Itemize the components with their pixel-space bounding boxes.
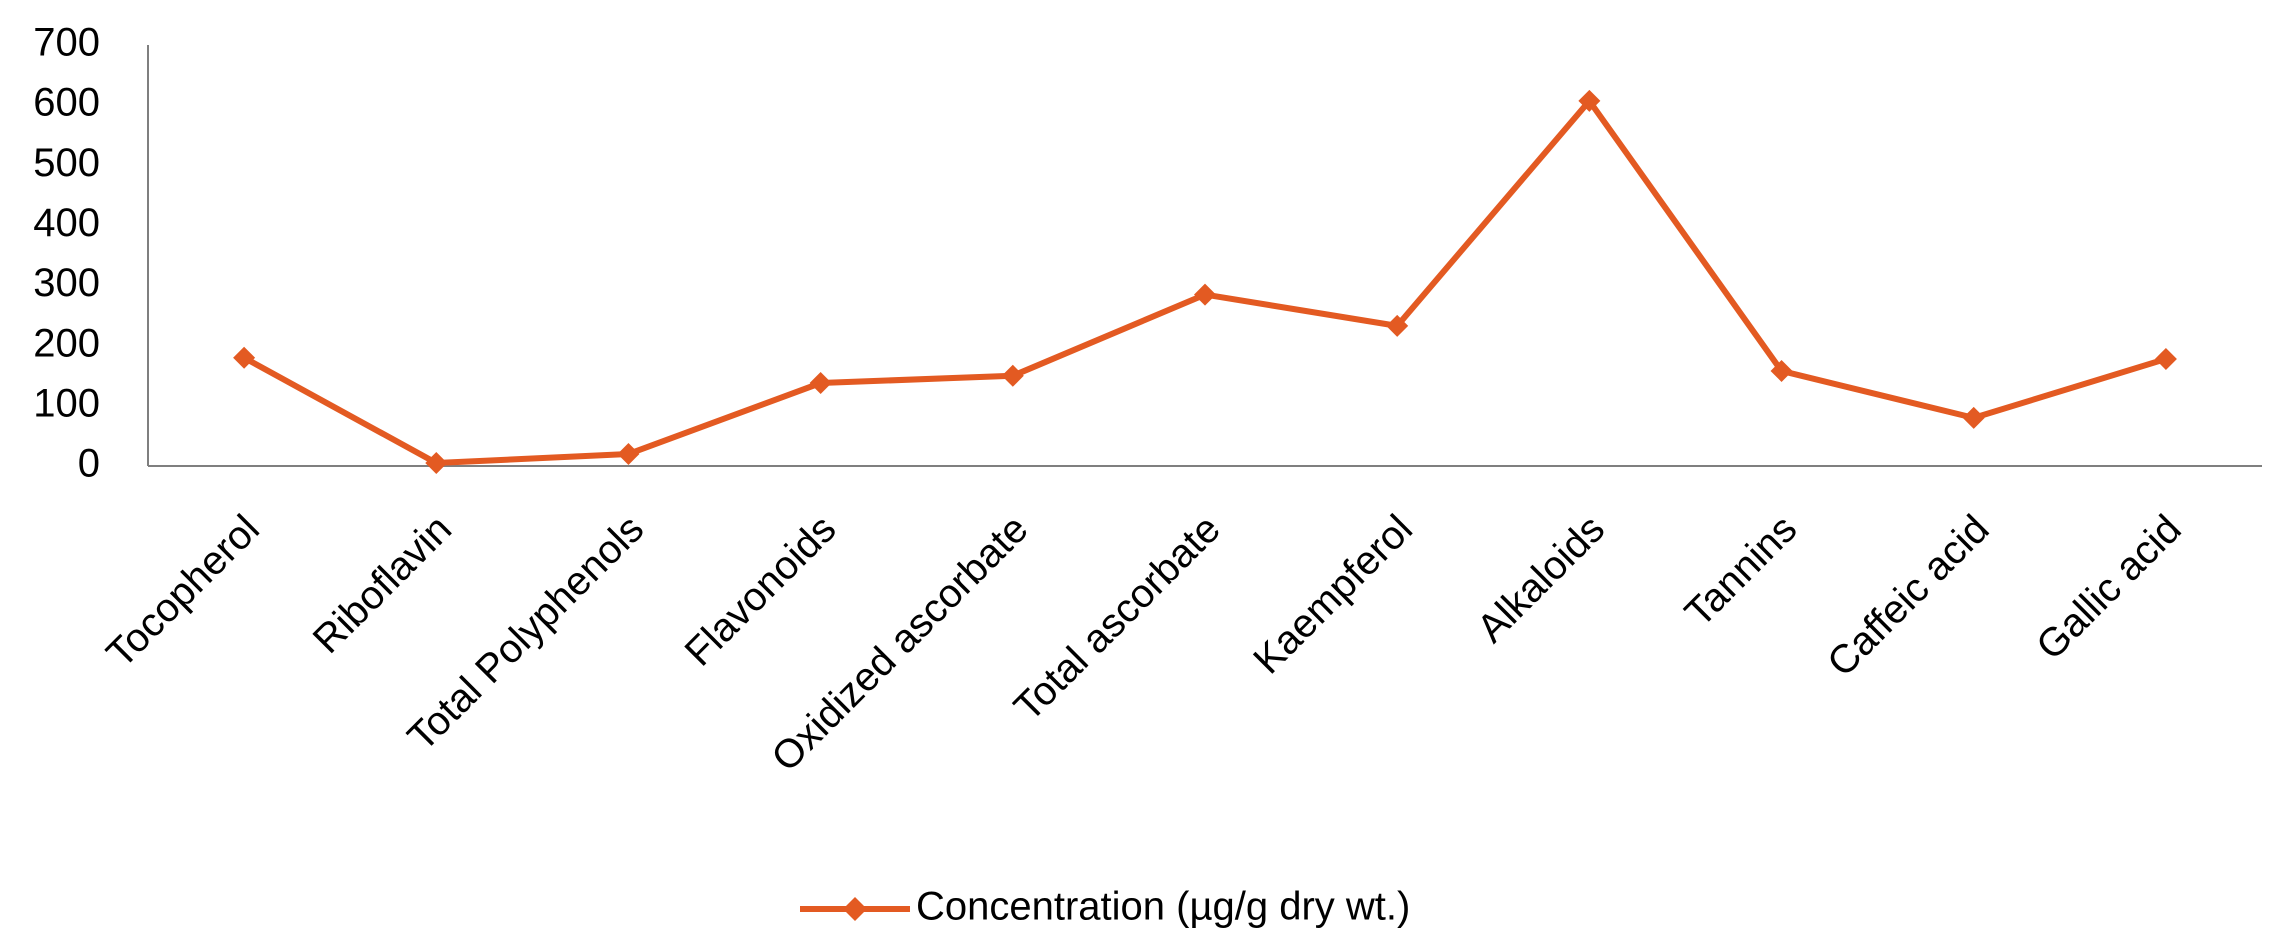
- legend: Concentration (µg/g dry wt.): [800, 885, 1410, 929]
- series-layer: [233, 89, 2177, 474]
- data-point-marker: [809, 372, 832, 395]
- y-tick-label: 600: [33, 81, 100, 125]
- x-category-label: Tannins: [1677, 507, 1806, 636]
- data-point-marker: [1770, 359, 1793, 382]
- data-point-marker: [617, 442, 640, 465]
- data-point-marker: [1962, 406, 1985, 429]
- x-category-label: Total ascorbate: [1006, 507, 1229, 730]
- y-tick-label: 100: [33, 381, 100, 425]
- data-point-marker: [1386, 314, 1409, 337]
- y-axis-tick-labels: 0 100 200 300 400 500 600 700: [33, 21, 100, 486]
- x-category-label: Kaempferol: [1245, 507, 1421, 683]
- data-point-marker: [2154, 347, 2177, 370]
- y-tick-label: 500: [33, 141, 100, 185]
- data-point-marker: [1578, 89, 1601, 112]
- data-point-marker: [233, 346, 256, 369]
- y-tick-label: 200: [33, 321, 100, 365]
- y-tick-label: 300: [33, 261, 100, 305]
- x-category-label: Riboflavin: [305, 507, 460, 662]
- x-category-label: Caffeic acid: [1819, 507, 1997, 685]
- y-tick-label: 700: [33, 21, 100, 65]
- legend-diamond-marker: [843, 897, 867, 921]
- x-category-label: Alkaloids: [1469, 507, 1613, 651]
- y-tick-label: 400: [33, 201, 100, 245]
- x-category-label: Tocopherol: [98, 507, 267, 676]
- data-point-marker: [1194, 283, 1216, 306]
- data-point-marker: [425, 451, 448, 474]
- data-point-marker: [1001, 364, 1024, 387]
- x-category-label: Gallic acid: [2028, 507, 2190, 669]
- series-line: [242, 97, 2167, 466]
- x-category-label: Flavonoids: [677, 507, 845, 675]
- y-tick-label: 0: [78, 442, 100, 486]
- legend-label: Concentration (µg/g dry wt.): [916, 885, 1410, 929]
